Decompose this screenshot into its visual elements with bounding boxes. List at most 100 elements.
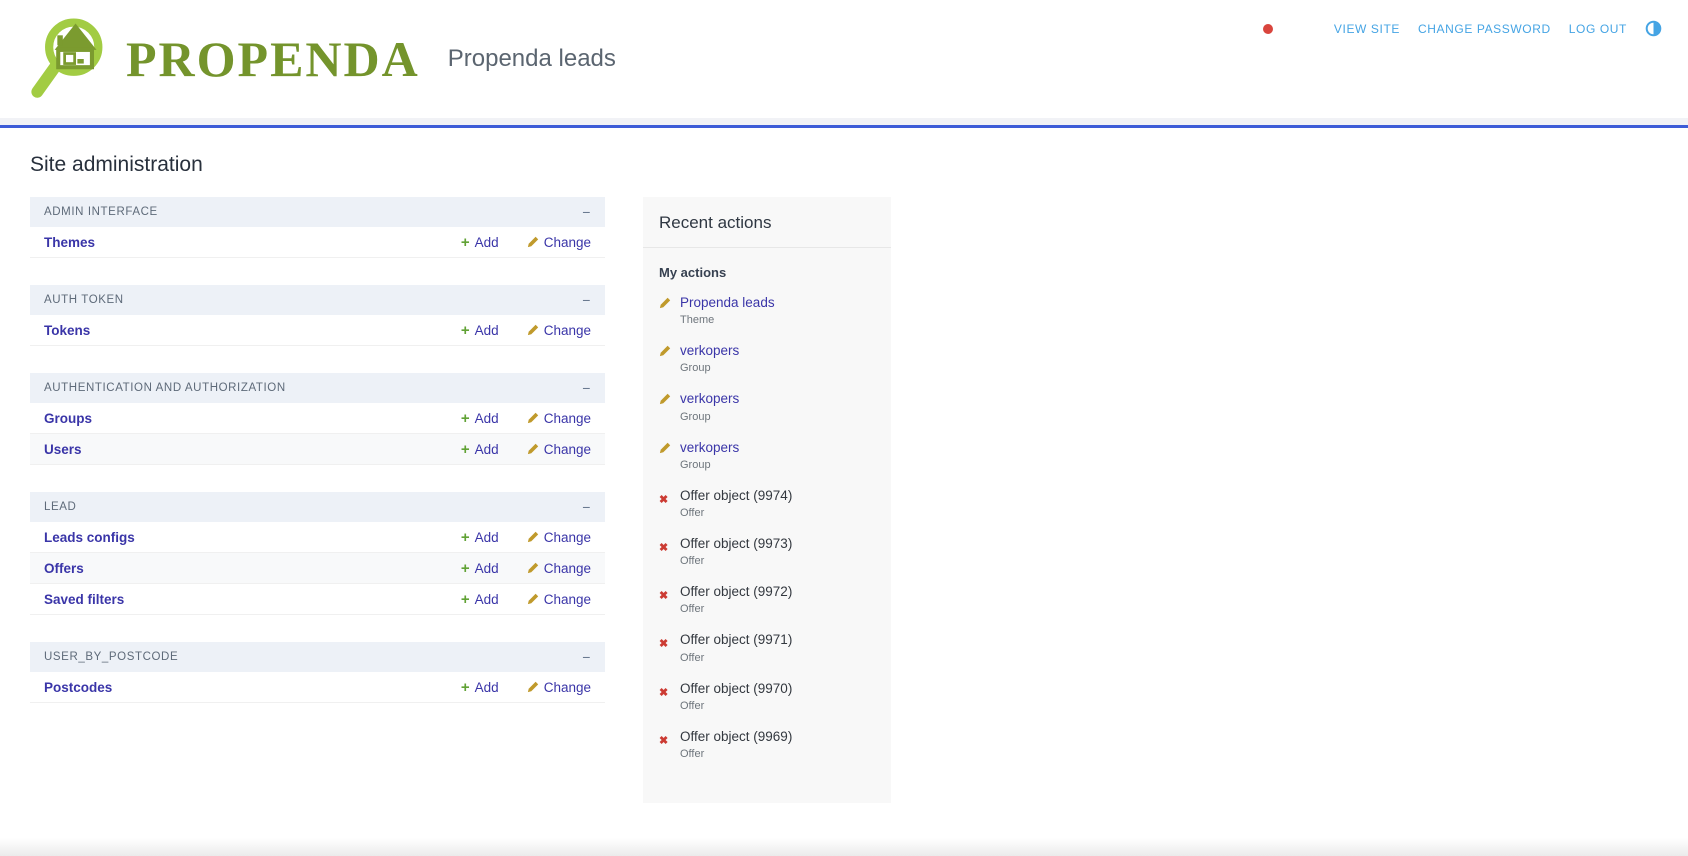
page-title: Site administration <box>30 153 203 176</box>
model-link[interactable]: Tokens <box>44 322 91 338</box>
change-link[interactable]: Change <box>527 561 591 576</box>
breadcrumb-bar <box>0 118 1688 128</box>
cross-icon: ✖ <box>659 638 669 651</box>
add-link[interactable]: + Add <box>461 235 499 250</box>
plus-icon: + <box>460 678 470 696</box>
row-links: + Add Change <box>461 530 591 545</box>
change-link[interactable]: Change <box>527 442 591 457</box>
plus-icon: + <box>460 528 470 546</box>
model-row: Leads configs + Add Change <box>30 522 605 553</box>
collapse-toggle[interactable]: − <box>582 292 591 308</box>
collapse-toggle[interactable]: − <box>582 380 591 396</box>
collapse-toggle[interactable]: − <box>582 204 591 220</box>
change-link[interactable]: Change <box>527 530 591 545</box>
action-object[interactable]: Propenda leads <box>680 295 775 310</box>
model-link[interactable]: Leads configs <box>44 529 135 545</box>
action-item: ✖ Offer object (9971) Offer <box>659 632 875 663</box>
add-link[interactable]: + Add <box>461 442 499 457</box>
view-site-link[interactable]: VIEW SITE <box>1333 21 1400 36</box>
add-link[interactable]: + Add <box>461 411 499 426</box>
add-link[interactable]: + Add <box>461 680 499 695</box>
add-link[interactable]: + Add <box>461 592 499 607</box>
action-object: Offer object (9973) <box>680 535 793 551</box>
add-link[interactable]: + Add <box>461 561 499 576</box>
action-type: Offer <box>680 603 705 616</box>
action-object[interactable]: verkopers <box>680 391 740 407</box>
change-link[interactable]: Change <box>527 680 591 695</box>
model-link[interactable]: Groups <box>44 410 93 426</box>
action-item: Propenda leads Theme <box>659 295 875 326</box>
brand[interactable]: PROPENDA <box>30 11 420 107</box>
plus-icon: + <box>460 321 470 339</box>
action-body: Offer object (9971) Offer <box>680 632 792 663</box>
model-row: Offers + Add Change <box>30 553 605 584</box>
logo-wordmark[interactable]: PROPENDA <box>126 31 420 87</box>
cross-icon: ✖ <box>659 734 669 747</box>
model-row: Postcodes + Add Change <box>30 672 605 703</box>
app-module: USER_BY_POSTCODE − Postcodes + Add Change <box>30 642 605 703</box>
action-item: verkopers Group <box>659 440 875 471</box>
model-link[interactable]: Themes <box>44 234 96 250</box>
add-link[interactable]: + Add <box>461 323 499 338</box>
model-link[interactable]: Offers <box>44 560 84 576</box>
action-label: verkopers <box>680 440 739 456</box>
pencil-icon <box>659 343 672 357</box>
logout-link[interactable]: LOG OUT <box>1568 21 1627 36</box>
my-actions-heading: My actions <box>659 265 727 280</box>
add-label: Add <box>474 234 499 250</box>
add-label: Add <box>474 591 499 607</box>
change-link[interactable]: Change <box>527 235 591 250</box>
action-object: Offer object (9972) <box>680 584 793 600</box>
cross-icon: ✖ <box>659 493 669 506</box>
action-type: Offer <box>680 555 705 568</box>
change-link[interactable]: Change <box>527 592 591 607</box>
action-item: ✖ Offer object (9973) Offer <box>659 536 875 567</box>
action-item: ✖ Offer object (9970) Offer <box>659 681 875 712</box>
notification-dot <box>1263 24 1273 34</box>
model-link[interactable]: Users <box>44 441 82 457</box>
plus-icon: + <box>460 559 470 577</box>
action-object: Offer object (9969) <box>680 728 793 744</box>
change-label: Change <box>543 529 591 545</box>
model-row: Tokens + Add Change <box>30 315 605 346</box>
action-label: Offer object (9971) <box>680 632 792 648</box>
model-row: Users + Add Change <box>30 434 605 465</box>
pencil-icon <box>659 295 672 309</box>
action-body: verkopers Group <box>680 343 739 374</box>
action-item: ✖ Offer object (9969) Offer <box>659 729 875 760</box>
action-label: Offer object (9969) <box>680 729 792 745</box>
action-body: verkopers Group <box>680 440 739 471</box>
module-caption: ADMIN INTERFACE − <box>30 197 605 227</box>
module-list: ADMIN INTERFACE − Themes + Add Change AUTH TOK… <box>30 197 605 730</box>
change-link[interactable]: Change <box>527 411 591 426</box>
recent-actions-title: Recent actions <box>643 197 891 248</box>
collapse-toggle[interactable]: − <box>582 649 591 665</box>
row-links: + Add Change <box>461 411 591 426</box>
add-link[interactable]: + Add <box>461 530 499 545</box>
app-module: AUTHENTICATION AND AUTHORIZATION − Groups +… <box>30 373 605 465</box>
action-object: Offer object (9970) <box>680 680 793 696</box>
pencil-icon <box>659 440 672 454</box>
model-link[interactable]: Saved filters <box>44 591 125 607</box>
theme-toggle-icon[interactable] <box>1645 20 1662 37</box>
plus-icon: + <box>460 409 470 427</box>
row-links: + Add Change <box>461 323 591 338</box>
action-object[interactable]: verkopers <box>680 343 740 359</box>
change-label: Change <box>543 441 591 457</box>
change-password-link[interactable]: CHANGE PASSWORD <box>1417 21 1551 36</box>
header: PROPENDA Propenda leads VIEW SITE CHANGE… <box>0 0 1688 118</box>
add-label: Add <box>474 322 499 338</box>
plus-icon: + <box>460 233 470 251</box>
change-link[interactable]: Change <box>527 323 591 338</box>
action-item: ✖ Offer object (9974) Offer <box>659 488 875 519</box>
action-type: Offer <box>680 747 705 760</box>
action-object[interactable]: verkopers <box>680 439 740 455</box>
model-row: Saved filters + Add Change <box>30 584 605 615</box>
change-label: Change <box>543 410 591 426</box>
recent-actions-panel: Recent actions My actions Propenda leads… <box>643 197 891 803</box>
row-links: + Add Change <box>461 442 591 457</box>
model-link[interactable]: Postcodes <box>44 679 113 695</box>
collapse-toggle[interactable]: − <box>582 499 591 515</box>
change-label: Change <box>543 591 591 607</box>
change-label: Change <box>543 560 591 576</box>
